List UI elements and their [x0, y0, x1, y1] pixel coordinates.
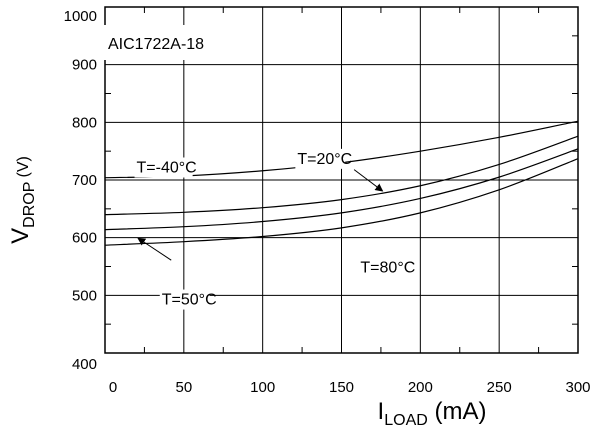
annotation-arrows [137, 169, 384, 261]
x-tick-label: 50 [175, 379, 192, 396]
annotation-arrow [137, 237, 172, 261]
annotation-bg [134, 157, 193, 178]
annotation-labels: T=-40°C T=20°C T=50°C T=80°C [134, 148, 415, 310]
y-tick-label: 400 [72, 356, 97, 373]
series-line [104, 148, 579, 231]
series-annotation: T=80°C [360, 259, 415, 276]
series-annotation: T=20°C [297, 151, 352, 168]
y-axis-title: VDROP (V) [7, 156, 38, 244]
annotation-bg [358, 257, 409, 278]
y-tick-label: 800 [72, 114, 97, 131]
series-annotation: T=50°C [162, 292, 217, 309]
series-line [104, 158, 579, 246]
x-tick-labels: 0 50 100 150 200 250 300 [109, 379, 591, 396]
x-tick-label: 0 [109, 379, 117, 396]
y-tick-label: 900 [72, 57, 97, 74]
x-tick-label: 300 [565, 379, 590, 396]
minor-ticks [105, 7, 578, 353]
series-curves [104, 120, 579, 246]
y-tick-label: 500 [72, 287, 97, 304]
panel-label: AIC1722A-18 [108, 36, 204, 53]
series-line [104, 135, 579, 216]
panel-label-box: AIC1722A-18 [101, 25, 246, 60]
x-tick-label: 250 [487, 379, 512, 396]
x-tick-label: 150 [329, 379, 354, 396]
y-tick-label: 1000 [64, 8, 97, 25]
y-tick-label: 700 [72, 172, 97, 189]
x-tick-label: 200 [408, 379, 433, 396]
x-axis-title: ILOAD (mA) [378, 398, 487, 429]
annotation-bg [295, 148, 346, 169]
plot-frame [104, 6, 579, 354]
annotation-arrow [353, 169, 384, 192]
y-tick-labels: 400 500 600 700 800 900 1000 [64, 8, 97, 373]
annotation-bg [159, 289, 210, 310]
x-tick-label: 100 [250, 379, 275, 396]
series-annotation: T=-40°C [137, 160, 197, 177]
y-tick-label: 600 [72, 230, 97, 247]
